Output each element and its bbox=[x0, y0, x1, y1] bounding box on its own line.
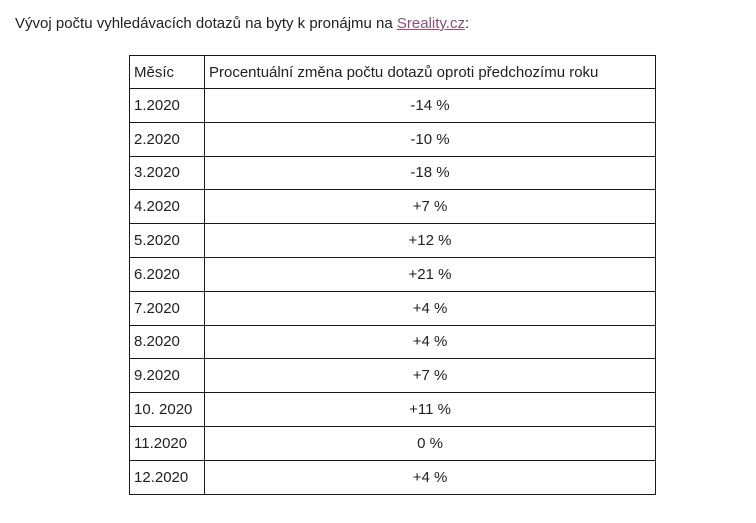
change-cell: -14 % bbox=[204, 88, 656, 123]
month-cell: 7.2020 bbox=[129, 290, 205, 326]
table-row: 1.2020 -14 % bbox=[129, 88, 656, 123]
month-cell: 11.2020 bbox=[129, 425, 205, 461]
change-cell: +7 % bbox=[204, 358, 656, 394]
table-row: 8.2020 +4 % bbox=[129, 324, 656, 360]
month-cell: 9.2020 bbox=[129, 358, 205, 394]
month-cell: 4.2020 bbox=[129, 189, 205, 225]
table-row: 4.2020 +7 % bbox=[129, 189, 656, 225]
table-row: 3.2020 -18 % bbox=[129, 155, 656, 191]
sreality-link[interactable]: Sreality.cz bbox=[396, 15, 465, 32]
change-cell: -10 % bbox=[204, 121, 656, 157]
intro-paragraph: Vývoj počtu vyhledávacích dotazů na byty… bbox=[15, 14, 469, 34]
header-month: Měsíc bbox=[129, 55, 205, 89]
change-cell: -18 % bbox=[204, 155, 656, 191]
month-cell: 5.2020 bbox=[129, 223, 205, 258]
month-cell: 6.2020 bbox=[129, 256, 205, 292]
month-cell: 1.2020 bbox=[129, 88, 205, 123]
change-cell: +12 % bbox=[204, 223, 656, 258]
change-cell: +21 % bbox=[204, 256, 656, 292]
table-row: 5.2020 +12 % bbox=[129, 223, 656, 258]
table-row: 12.2020 +4 % bbox=[129, 459, 656, 495]
month-cell: 10. 2020 bbox=[129, 392, 205, 427]
month-cell: 3.2020 bbox=[129, 155, 205, 191]
change-cell: +4 % bbox=[204, 459, 656, 495]
table-row: 7.2020 +4 % bbox=[129, 290, 656, 326]
month-cell: 2.2020 bbox=[129, 121, 205, 157]
header-change: Procentuální změna počtu dotazů oproti p… bbox=[204, 55, 656, 89]
change-cell: +7 % bbox=[204, 189, 656, 225]
table-row: 10. 2020 +11 % bbox=[129, 392, 656, 427]
month-cell: 12.2020 bbox=[129, 459, 205, 495]
change-cell: +4 % bbox=[204, 290, 656, 326]
search-queries-table: Měsíc Procentuální změna počtu dotazů op… bbox=[129, 55, 656, 495]
change-cell: +4 % bbox=[204, 324, 656, 360]
intro-colon: : bbox=[464, 15, 470, 32]
table-row: 2.2020 -10 % bbox=[129, 121, 656, 157]
intro-text: Vývoj počtu vyhledávacích dotazů na byty… bbox=[15, 15, 397, 32]
change-cell: +11 % bbox=[204, 392, 656, 427]
table-header-row: Měsíc Procentuální změna počtu dotazů op… bbox=[129, 55, 656, 89]
table-row: 9.2020 +7 % bbox=[129, 358, 656, 394]
change-cell: 0 % bbox=[204, 425, 656, 461]
table-row: 6.2020 +21 % bbox=[129, 256, 656, 292]
month-cell: 8.2020 bbox=[129, 324, 205, 360]
table-row: 11.2020 0 % bbox=[129, 425, 656, 461]
